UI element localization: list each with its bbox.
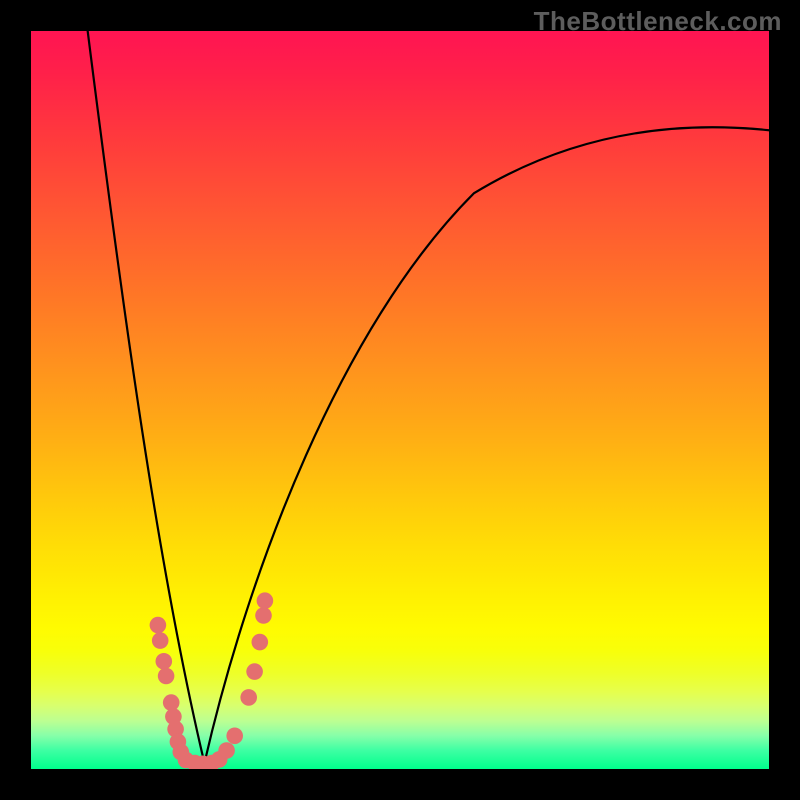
- data-dot: [150, 617, 167, 634]
- data-dot: [163, 694, 180, 711]
- data-dot: [226, 728, 243, 745]
- chart-background: [31, 31, 769, 769]
- data-dot: [255, 607, 272, 624]
- data-dot: [246, 663, 263, 680]
- data-dot: [251, 634, 268, 651]
- data-dot: [218, 742, 235, 759]
- data-dot: [257, 592, 274, 609]
- watermark-text: TheBottleneck.com: [534, 6, 782, 37]
- data-dot: [240, 689, 257, 706]
- data-dot: [152, 632, 169, 649]
- chart-svg: [0, 0, 800, 800]
- data-dot: [158, 668, 175, 685]
- chart-frame: TheBottleneck.com: [0, 0, 800, 800]
- data-dot: [156, 653, 173, 670]
